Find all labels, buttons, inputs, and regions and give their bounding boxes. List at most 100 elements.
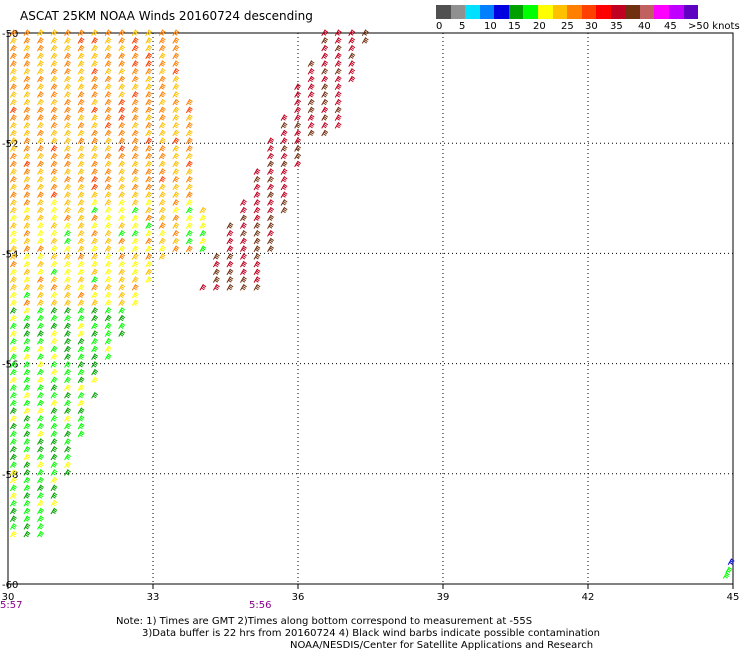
wind-barb — [91, 75, 99, 83]
wind-barb — [172, 145, 180, 152]
wind-barb — [9, 461, 17, 468]
wind-barb — [50, 345, 58, 353]
wind-barb — [118, 322, 126, 330]
wind-barb — [131, 214, 139, 222]
wind-barb — [50, 268, 58, 276]
wind-barb — [185, 176, 193, 183]
wind-barb — [9, 499, 17, 507]
wind-barb — [77, 214, 85, 222]
wind-barb — [50, 152, 58, 160]
wind-barb — [334, 75, 342, 83]
wind-barb — [9, 60, 17, 67]
wind-barb — [280, 145, 288, 152]
wind-barb — [253, 183, 261, 191]
wind-barb — [37, 52, 44, 60]
wind-barb — [23, 268, 31, 276]
wind-barb — [118, 29, 126, 37]
wind-barb — [23, 515, 31, 522]
wind-barb — [77, 299, 85, 306]
wind-barb — [77, 176, 85, 183]
wind-barb — [50, 469, 58, 476]
wind-barb — [118, 152, 126, 160]
wind-barb — [50, 391, 58, 399]
colorbar-label: 35 — [610, 21, 623, 32]
wind-barb — [91, 245, 99, 252]
wind-barb — [725, 566, 733, 574]
wind-barb — [37, 438, 44, 445]
wind-barb — [91, 52, 99, 60]
wind-barb — [37, 291, 44, 299]
wind-barb — [64, 122, 71, 129]
wind-barb — [158, 237, 166, 245]
wind-barb — [307, 83, 315, 91]
wind-barb — [77, 206, 85, 214]
wind-barb — [23, 322, 31, 330]
wind-barb — [294, 137, 302, 144]
wind-barb — [145, 68, 153, 75]
wind-barb — [334, 91, 342, 98]
colorbar-label: 10 — [484, 21, 497, 32]
wind-barb — [77, 52, 85, 60]
wind-barb — [145, 98, 153, 106]
wind-barb — [172, 68, 180, 75]
wind-barb — [226, 245, 234, 252]
colorbar-swatch — [479, 5, 495, 19]
wind-barb — [131, 98, 139, 106]
wind-barb — [104, 276, 112, 283]
wind-barb — [37, 75, 44, 83]
wind-barb — [253, 229, 261, 237]
wind-barb — [145, 214, 153, 222]
wind-barb — [226, 253, 234, 260]
wind-barb — [50, 438, 58, 445]
wind-barb — [77, 106, 85, 114]
wind-barb — [37, 492, 44, 499]
wind-barb — [64, 345, 71, 353]
chart-title: ASCAT 25KM NOAA Winds 20160724 descendin… — [20, 9, 313, 23]
wind-barb — [64, 260, 71, 268]
wind-barb — [172, 222, 180, 229]
wind-barb — [145, 52, 153, 60]
wind-barb — [91, 29, 99, 37]
wind-barb — [307, 114, 315, 121]
wind-barb — [253, 268, 261, 276]
wind-barb — [9, 75, 17, 83]
wind-barb — [131, 145, 139, 152]
wind-barb — [37, 245, 44, 252]
wind-barb — [321, 129, 329, 137]
wind-barb — [118, 191, 126, 198]
wind-barb — [240, 206, 247, 214]
wind-barb — [172, 199, 180, 206]
wind-barb — [240, 260, 247, 268]
wind-barb — [131, 283, 139, 291]
wind-barb — [172, 83, 180, 91]
wind-barb — [77, 237, 85, 245]
wind-barb — [145, 183, 153, 191]
wind-barb — [145, 114, 153, 121]
wind-barb — [50, 68, 58, 75]
wind-barb — [118, 214, 126, 222]
wind-barb — [9, 530, 17, 538]
wind-barb — [91, 237, 99, 245]
wind-barb — [37, 507, 44, 515]
wind-barb — [50, 260, 58, 268]
wind-barb — [77, 145, 85, 152]
wind-barb — [77, 330, 85, 337]
wind-barb — [131, 152, 139, 160]
wind-barb — [118, 199, 126, 206]
wind-barb — [37, 307, 44, 314]
wind-barb — [307, 91, 315, 98]
wind-barb — [334, 106, 342, 114]
wind-barb — [104, 98, 112, 106]
wind-barb — [131, 176, 139, 183]
wind-barb — [104, 337, 112, 345]
colorbar-swatch — [436, 5, 451, 19]
wind-barb — [64, 283, 71, 291]
wind-barb — [118, 37, 126, 44]
wind-barb — [37, 229, 44, 237]
wind-barb — [131, 199, 139, 206]
wind-barb — [23, 530, 31, 538]
wind-barb — [185, 229, 193, 237]
wind-barb — [199, 237, 207, 245]
colorbar-swatch — [465, 5, 480, 19]
wind-barb — [145, 245, 153, 252]
